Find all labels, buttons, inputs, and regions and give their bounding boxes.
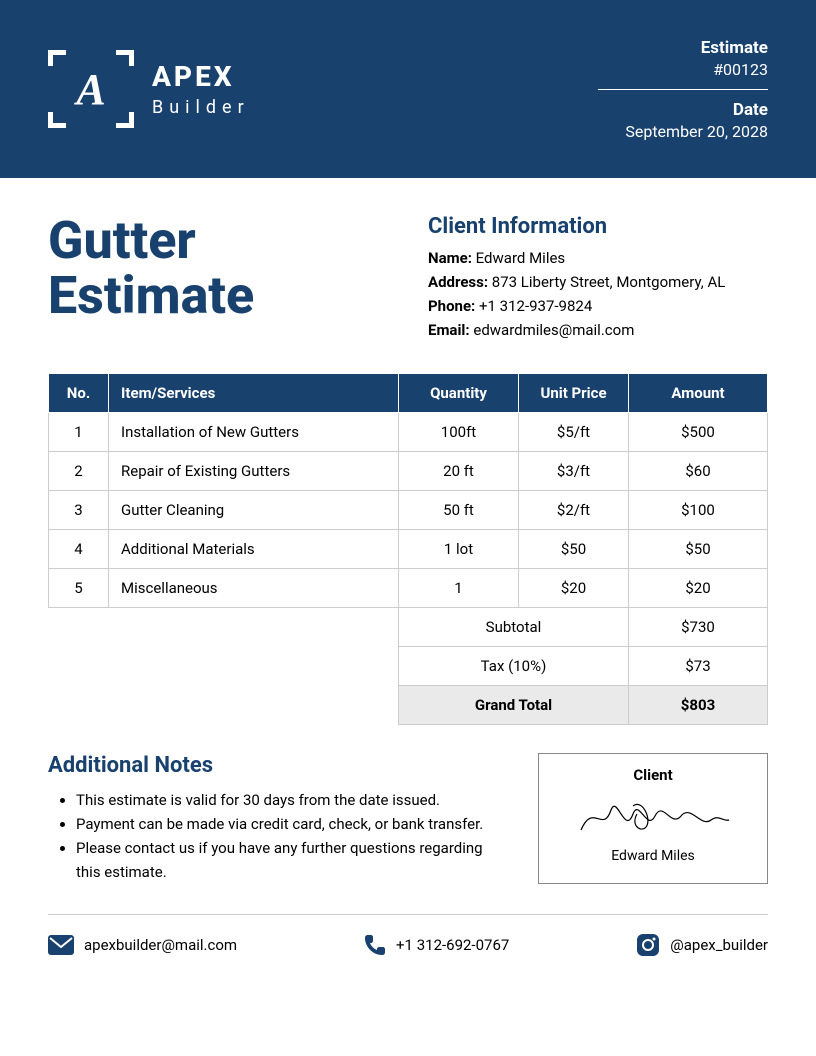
cell-item: Gutter Cleaning: [109, 491, 399, 530]
top-section: Gutter Estimate Client Information Name:…: [48, 214, 768, 345]
notes-list: This estimate is valid for 30 days from …: [48, 788, 508, 884]
note-item: Payment can be made via credit card, che…: [76, 812, 508, 836]
title-line1: Gutter: [48, 210, 196, 271]
footer-social: @apex_builder: [636, 933, 768, 957]
note-item: Please contact us if you have any furthe…: [76, 836, 508, 884]
cell-no: 3: [49, 491, 109, 530]
date-value: September 20, 2028: [598, 122, 768, 141]
cell-no: 4: [49, 530, 109, 569]
date-label: Date: [598, 100, 768, 120]
brand-main: APEX: [152, 60, 250, 93]
logo-letter: A: [76, 64, 105, 115]
total-row: Grand Total $803: [49, 686, 768, 725]
footer-email: apexbuilder@mail.com: [48, 935, 237, 955]
cell-amount: $500: [629, 413, 768, 452]
notes-heading: Additional Notes: [48, 753, 508, 778]
logo-text: APEX Builder: [152, 60, 250, 118]
signature-icon: [573, 792, 733, 840]
col-unit: Unit Price: [519, 374, 629, 413]
logo-mark: A: [48, 50, 134, 128]
footer-divider: [48, 914, 768, 915]
cell-amount: $20: [629, 569, 768, 608]
footer-email-text: apexbuilder@mail.com: [84, 936, 237, 954]
cell-no: 5: [49, 569, 109, 608]
brand-sub: Builder: [152, 97, 250, 118]
cell-unit: $5/ft: [519, 413, 629, 452]
client-phone: Phone: +1 312-937-9824: [428, 297, 768, 315]
note-item: This estimate is valid for 30 days from …: [76, 788, 508, 812]
cell-unit: $3/ft: [519, 452, 629, 491]
client-heading: Client Information: [428, 214, 768, 239]
logo-section: A APEX Builder: [48, 50, 250, 128]
table-row: 5Miscellaneous1$20$20: [49, 569, 768, 608]
table-row: 2Repair of Existing Gutters20 ft$3/ft$60: [49, 452, 768, 491]
col-qty: Quantity: [399, 374, 519, 413]
signature-box: Client Edward Miles: [538, 753, 768, 884]
client-email: Email: edwardmiles@mail.com: [428, 321, 768, 339]
notes-section: Additional Notes This estimate is valid …: [48, 753, 768, 884]
estimate-label: Estimate: [598, 38, 768, 58]
estimate-table: No. Item/Services Quantity Unit Price Am…: [48, 373, 768, 725]
notes-left: Additional Notes This estimate is valid …: [48, 753, 508, 884]
cell-no: 1: [49, 413, 109, 452]
client-name: Name: Edward Miles: [428, 249, 768, 267]
cell-qty: 100ft: [399, 413, 519, 452]
table-row: 3Gutter Cleaning50 ft$2/ft$100: [49, 491, 768, 530]
cell-amount: $60: [629, 452, 768, 491]
cell-unit: $2/ft: [519, 491, 629, 530]
cell-unit: $50: [519, 530, 629, 569]
client-address: Address: 873 Liberty Street, Montgomery,…: [428, 273, 768, 291]
instagram-icon: [636, 933, 660, 957]
header-meta: Estimate #00123 Date September 20, 2028: [598, 38, 768, 141]
cell-no: 2: [49, 452, 109, 491]
subtotal-label: Subtotal: [399, 608, 629, 647]
signature-name: Edward Miles: [557, 848, 749, 864]
tax-row: Tax (10%) $73: [49, 647, 768, 686]
page-title: Gutter Estimate: [48, 214, 388, 345]
table-header-row: No. Item/Services Quantity Unit Price Am…: [49, 374, 768, 413]
cell-item: Miscellaneous: [109, 569, 399, 608]
footer-phone: +1 312-692-0767: [364, 934, 509, 956]
subtotal-value: $730: [629, 608, 768, 647]
cell-qty: 50 ft: [399, 491, 519, 530]
table-row: 4Additional Materials1 lot$50$50: [49, 530, 768, 569]
estimate-value: #00123: [598, 60, 768, 79]
tax-value: $73: [629, 647, 768, 686]
subtotal-row: Subtotal $730: [49, 608, 768, 647]
title-line2: Estimate: [48, 265, 254, 326]
signature-label: Client: [557, 766, 749, 784]
tax-label: Tax (10%): [399, 647, 629, 686]
meta-divider: [598, 89, 768, 90]
footer-social-text: @apex_builder: [670, 936, 768, 954]
header: A APEX Builder Estimate #00123 Date Sept…: [0, 0, 816, 178]
phone-icon: [364, 934, 386, 956]
body-content: Gutter Estimate Client Information Name:…: [0, 178, 816, 915]
col-no: No.: [49, 374, 109, 413]
col-amount: Amount: [629, 374, 768, 413]
footer-phone-text: +1 312-692-0767: [396, 936, 509, 954]
table-row: 1Installation of New Gutters100ft$5/ft$5…: [49, 413, 768, 452]
client-info: Client Information Name: Edward Miles Ad…: [428, 214, 768, 345]
mail-icon: [48, 935, 74, 955]
cell-qty: 1 lot: [399, 530, 519, 569]
cell-qty: 1: [399, 569, 519, 608]
cell-item: Repair of Existing Gutters: [109, 452, 399, 491]
cell-qty: 20 ft: [399, 452, 519, 491]
cell-amount: $50: [629, 530, 768, 569]
col-item: Item/Services: [109, 374, 399, 413]
cell-amount: $100: [629, 491, 768, 530]
cell-item: Installation of New Gutters: [109, 413, 399, 452]
total-value: $803: [629, 686, 768, 725]
cell-item: Additional Materials: [109, 530, 399, 569]
total-label: Grand Total: [399, 686, 629, 725]
cell-unit: $20: [519, 569, 629, 608]
footer: apexbuilder@mail.com +1 312-692-0767 @ap…: [0, 933, 816, 957]
